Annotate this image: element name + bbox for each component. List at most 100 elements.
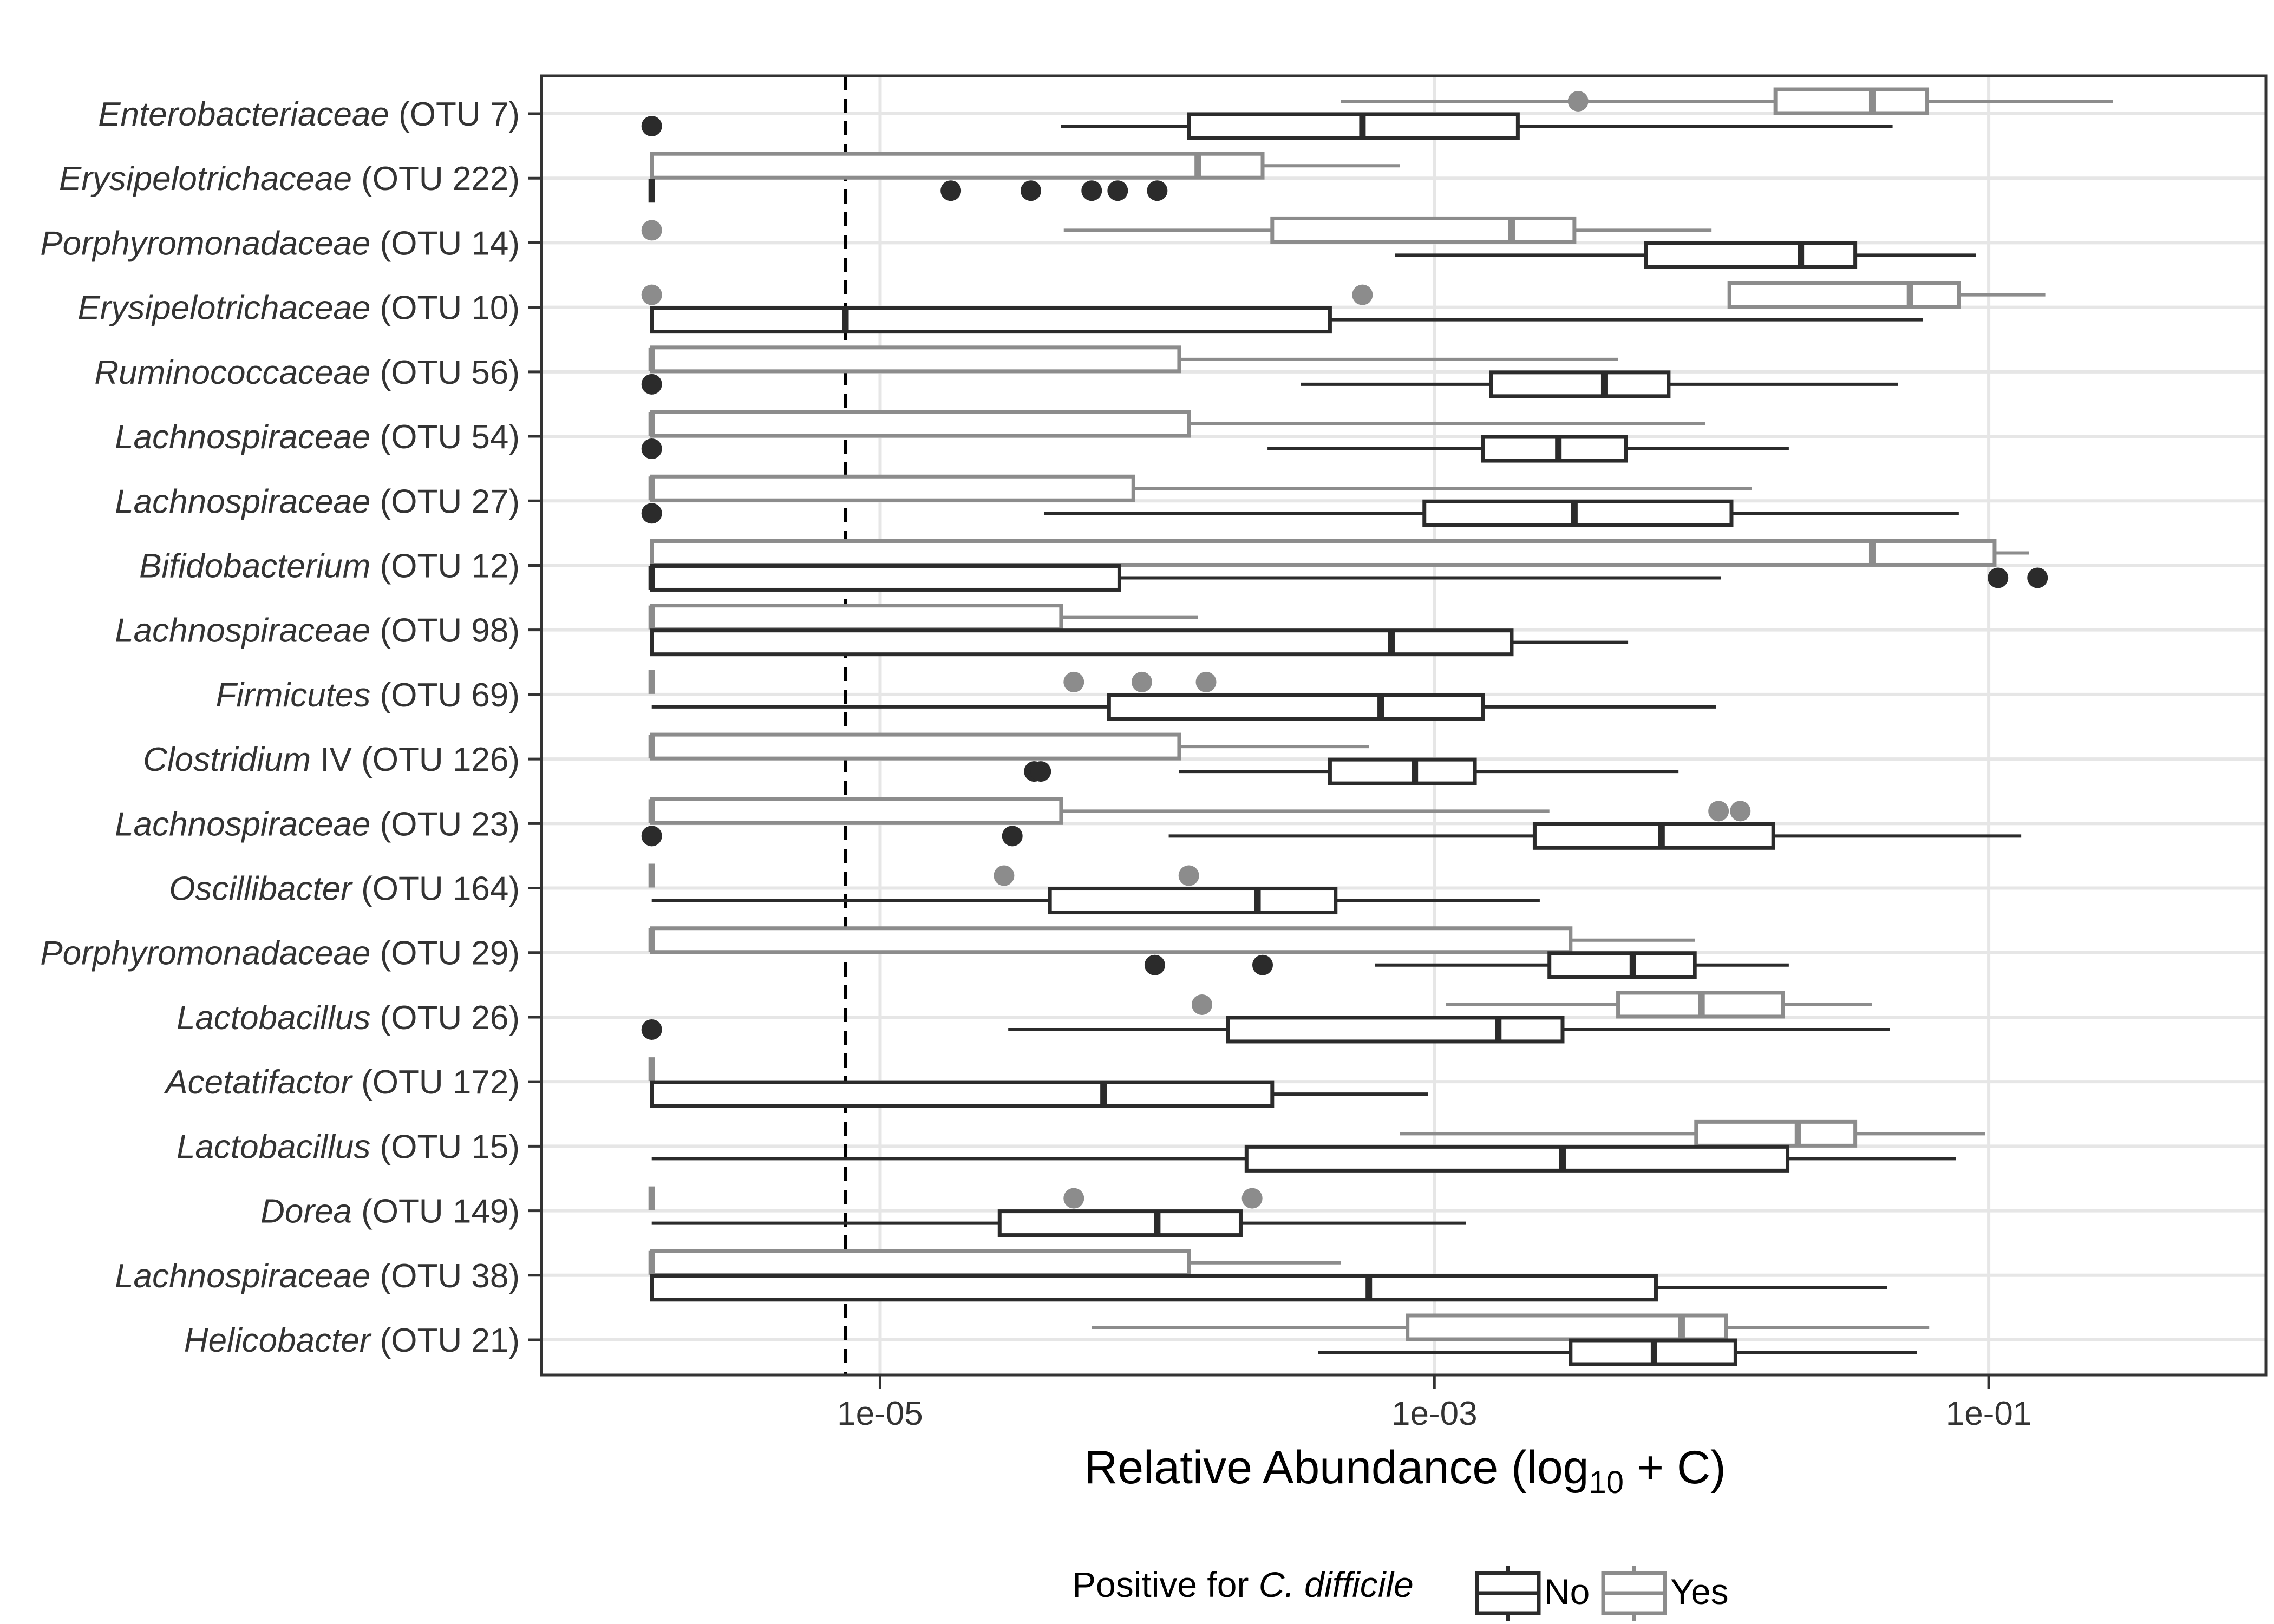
box-iqr: [1244, 1144, 1790, 1173]
category-label: Lachnospiraceae (OTU 27): [115, 483, 520, 520]
box-iqr: [1422, 499, 1734, 527]
taxon-name: Lachnospiraceae: [115, 483, 370, 520]
box-iqr: [650, 732, 1181, 761]
taxon-name: Oscillibacter: [169, 870, 353, 908]
box-iqr: [650, 1080, 1275, 1108]
box-iqr: [1270, 216, 1577, 244]
category-label: Lachnospiraceae (OTU 38): [115, 1258, 520, 1295]
grid-layer: [541, 76, 2266, 1375]
box-no: [1395, 241, 1976, 269]
panel-border: [540, 74, 2268, 1377]
taxon-name: Lactobacillus: [177, 1128, 370, 1165]
outlier-point: [1708, 801, 1729, 822]
legend-label-yes: Yes: [1670, 1571, 1729, 1612]
outlier-point: [1730, 801, 1751, 822]
box-no: [641, 435, 1789, 463]
box-iqr: [650, 539, 1997, 567]
taxon-name: Enterobacteriaceae: [98, 96, 389, 133]
box-yes: [648, 345, 1618, 374]
box-iqr: [1727, 281, 1961, 309]
outlier-point: [1144, 954, 1165, 975]
box-iqr: [1107, 693, 1485, 721]
otu-id: (OTU 56): [370, 354, 520, 391]
category-label: Lactobacillus (OTU 15): [177, 1128, 520, 1165]
otu-id: (OTU 26): [370, 999, 520, 1037]
otu-id: (OTU 69): [370, 677, 520, 714]
box-iqr: [650, 1274, 1658, 1302]
legend-title-prefix: Positive for: [1072, 1564, 1259, 1605]
taxon-name: Dorea: [260, 1193, 352, 1230]
taxon-name: Erysipelotrichaceae: [77, 290, 370, 327]
taxon-name: Lachnospiraceae: [115, 612, 370, 650]
outlier-point: [2027, 567, 2048, 588]
taxon-name: Firmicutes: [216, 677, 371, 714]
category-label: Lachnospiraceae (OTU 23): [115, 806, 520, 843]
box-iqr: [650, 564, 1121, 592]
box-iqr: [1644, 241, 1858, 269]
outlier-point: [641, 1019, 662, 1040]
category-label: Erysipelotrichaceae (OTU 222): [59, 160, 520, 198]
box-iqr: [1694, 1119, 1858, 1148]
outlier-point: [1567, 91, 1589, 112]
outlier-point: [641, 438, 662, 460]
x-axis-label-main: Relative Abundance (log: [1084, 1442, 1589, 1494]
box-no: [648, 564, 2048, 592]
box-no: [651, 887, 1540, 915]
box-iqr: [1489, 370, 1671, 398]
taxon-name: Porphyromonadaceae: [40, 935, 370, 972]
box-iqr: [1187, 112, 1520, 140]
box-iqr: [997, 1209, 1243, 1237]
box-yes: [648, 1186, 1263, 1210]
legend-key-no: [1475, 1566, 1541, 1621]
outlier-point: [1241, 1188, 1263, 1209]
box-iqr: [650, 604, 1063, 632]
box-no: [1024, 757, 1679, 785]
box-iqr: [1481, 435, 1628, 463]
box-iqr: [650, 345, 1181, 374]
legend-title: Positive for C. difficile: [1072, 1564, 1414, 1605]
box-iqr: [1406, 1313, 1728, 1341]
outlier-point: [641, 826, 662, 847]
outlier-point: [940, 180, 962, 201]
box-yes: [648, 474, 1752, 502]
box-no: [641, 1016, 1890, 1044]
box-no: [641, 822, 2022, 850]
taxon-name: Lachnospiraceae: [115, 806, 370, 843]
outlier-point: [994, 865, 1015, 886]
otu-id: (OTU 29): [370, 935, 520, 972]
outlier-point: [1147, 180, 1168, 201]
box-iqr: [650, 1249, 1191, 1277]
taxon-name: Lactobacillus: [177, 999, 370, 1037]
box-yes: [648, 797, 1751, 825]
box-no: [650, 1080, 1428, 1108]
outlier-point: [1002, 826, 1023, 847]
category-label: Ruminococcaceae (OTU 56): [94, 354, 520, 391]
taxon-name: Porphyromonadaceae: [40, 225, 370, 262]
taxon-suffix: IV: [311, 741, 352, 778]
x-tick-label: 1e-03: [1391, 1395, 1478, 1432]
box-iqr: [650, 306, 1332, 334]
outlier-point: [1020, 180, 1041, 201]
x-axis-label-sub: 10: [1589, 1465, 1624, 1500]
box-no: [650, 306, 1923, 334]
box-no: [641, 499, 1959, 527]
box-yes: [1092, 1313, 1930, 1341]
box-layer: [641, 87, 2113, 1366]
otu-id: (OTU 54): [370, 418, 520, 456]
outlier-point: [1178, 865, 1199, 886]
box-no: [1144, 951, 1789, 979]
box-yes: [1341, 87, 2113, 115]
box-no: [1318, 1338, 1917, 1366]
box-no: [650, 1274, 1887, 1302]
box-yes: [641, 216, 1712, 244]
outlier-point: [1352, 284, 1373, 305]
axis-layer: Enterobacteriaceae (OTU 7) Erysipelotrich…: [40, 74, 2268, 1432]
box-iqr: [650, 926, 1573, 954]
outlier-point: [1195, 671, 1217, 692]
box-no: [651, 1209, 1466, 1237]
category-label: Enterobacteriaceae (OTU 7): [98, 96, 520, 133]
x-tick-label: 1e-01: [1946, 1395, 2032, 1432]
category-label: Lactobacillus (OTU 26): [177, 999, 520, 1037]
outlier-point: [1988, 567, 2009, 588]
box-yes: [648, 410, 1706, 438]
